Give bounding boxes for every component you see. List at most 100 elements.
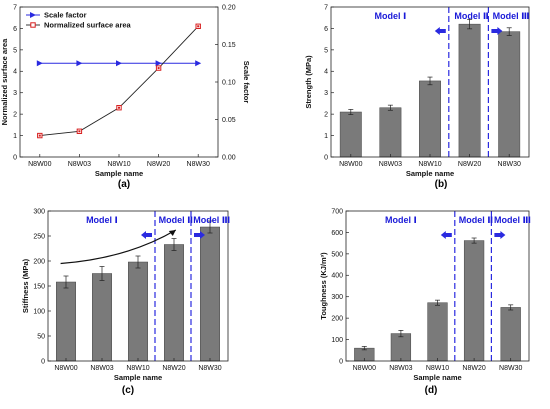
y-tick-label: 100 — [33, 308, 45, 315]
bar-N8W10 — [419, 80, 441, 158]
surface-area-point-core — [78, 130, 81, 133]
y-tick-label: 50 — [37, 333, 45, 340]
x-tick-label: N8W00 — [353, 365, 376, 372]
model-label-2: Model Ⅱ — [454, 11, 488, 21]
x-tick-label: N8W20 — [458, 161, 481, 168]
y-tick-label: 0 — [324, 154, 328, 161]
scale-factor-point — [116, 60, 122, 67]
x-tick-label: N8W30 — [198, 365, 221, 372]
x-tick-label: N8W30 — [187, 161, 210, 168]
y-tick-label: 5 — [13, 47, 17, 54]
y-tick-label: 400 — [331, 273, 343, 280]
right-y-tick-label: 0.05 — [222, 117, 236, 124]
panel-letter: (c) — [122, 385, 134, 396]
y-tick-label: 1 — [13, 133, 17, 140]
x-tick-label: N8W20 — [462, 365, 485, 372]
model-label-1: Model Ⅰ — [374, 11, 406, 21]
y-tick-label: 7 — [13, 4, 17, 11]
bar-N8W20 — [164, 244, 184, 362]
bar-N8W30 — [500, 307, 521, 362]
scale-factor-point — [36, 60, 43, 67]
chart-panel-a: 0 1 2 3 4 5 6 7 N8W00 N8W03 N8W10 N8W20 N8W30 Sample … — [0, 4, 251, 190]
right-y-tick-label: 0.20 — [222, 4, 236, 11]
x-tick-label: N8W10 — [418, 161, 441, 168]
right-y-tick-label: 0.15 — [222, 42, 236, 49]
chart-panel-b: 0 1 2 3 4 5 6 7 N8W00 N8W03 N8W10 N8W20 N8W30 Sample … — [304, 4, 530, 190]
surface-area-point-core — [38, 134, 41, 137]
y-axis-label: Strength (MPa) — [304, 55, 313, 109]
bar-N8W00 — [56, 281, 76, 362]
model-arrow-left — [434, 27, 446, 35]
y-tick-label: 500 — [331, 251, 343, 258]
y-tick-label: 300 — [33, 208, 45, 215]
bar-N8W03 — [390, 333, 412, 362]
legend-label-scale-factor: Scale factor — [44, 11, 87, 20]
bar-N8W03 — [92, 273, 112, 362]
model-label-3: Model Ⅲ — [193, 215, 230, 225]
model-arrow-right — [194, 231, 205, 239]
legend-scale-marker — [30, 12, 36, 18]
scale-factor-point — [195, 60, 202, 67]
x-axis-label: Sample name — [413, 373, 461, 382]
y-tick-label: 0 — [339, 358, 343, 365]
legend-label-surface-area: Normalized surface area — [44, 21, 132, 30]
panel-letter: (b) — [435, 179, 448, 190]
model-arrow-right — [494, 231, 506, 239]
x-tick-label: N8W30 — [499, 365, 522, 372]
y-tick-label: 0 — [13, 154, 17, 161]
right-y-tick-label: 0.10 — [222, 79, 236, 86]
y-tick-label: 150 — [33, 283, 45, 290]
model-arrow-left — [440, 231, 452, 239]
x-tick-label: N8W20 — [162, 365, 185, 372]
x-axis-label: Sample name — [95, 169, 143, 178]
right-y-tick-label: 0.00 — [222, 154, 236, 161]
x-tick-label: N8W03 — [389, 365, 412, 372]
y-tick-label: 200 — [33, 258, 45, 265]
x-tick-label: N8W10 — [126, 365, 149, 372]
x-tick-label: N8W03 — [379, 161, 402, 168]
y-axis-label: Toughness (KJ/m³) — [319, 252, 328, 320]
bar-N8W20 — [458, 23, 481, 158]
bar-N8W10 — [427, 302, 448, 362]
model-label-2: Model Ⅱ — [159, 215, 193, 225]
bar-N8W30 — [200, 226, 220, 362]
trend-arrow — [60, 229, 177, 265]
y-tick-label: 4 — [324, 69, 328, 76]
model-label-3: Model Ⅲ — [494, 215, 531, 225]
y-tick-label: 2 — [324, 112, 328, 119]
bar-N8W20 — [463, 240, 485, 362]
panel-letter: (a) — [118, 179, 130, 190]
panel-letter: (d) — [425, 385, 438, 396]
bar-N8W30 — [498, 31, 521, 158]
bar-N8W03 — [379, 107, 402, 158]
legend-area-marker — [30, 22, 36, 28]
surface-area-point-core — [197, 25, 200, 28]
y-tick-label: 6 — [324, 26, 328, 33]
y-tick-label: 700 — [331, 208, 343, 215]
x-tick-label: N8W00 — [28, 161, 51, 168]
model-label-1: Model Ⅰ — [86, 215, 118, 225]
trend-arrow-head — [168, 230, 176, 236]
y-tick-label: 2 — [13, 112, 17, 119]
y-tick-label: 3 — [324, 90, 328, 97]
x-tick-label: N8W00 — [54, 365, 77, 372]
scale-factor-point — [76, 60, 83, 67]
chart-panel-c: 0 50 100 150 200 250 300 N8W00 N8W03 N8W10 N8W20 N8… — [21, 208, 230, 396]
x-axis-label: Sample name — [406, 169, 454, 178]
chart-panel-d: 0 100 200 300 400 500 600 700 N8W00 N8W03 N8W10 N8W… — [319, 208, 531, 396]
y-axis-label: Stiffness (MPa) — [21, 258, 30, 313]
y-tick-label: 3 — [13, 90, 17, 97]
y-tick-label: 7 — [324, 4, 328, 11]
x-tick-label: N8W00 — [339, 161, 362, 168]
y-tick-label: 4 — [13, 69, 17, 76]
x-axis-label: Sample name — [114, 373, 162, 382]
model-label-3: Model Ⅲ — [493, 11, 530, 21]
y-tick-label: 250 — [33, 233, 45, 240]
x-tick-label: N8W30 — [498, 161, 521, 168]
y-tick-label: 0 — [41, 358, 45, 365]
x-tick-label: N8W20 — [147, 161, 170, 168]
model-label-1: Model Ⅰ — [385, 215, 417, 225]
y-tick-label: 1 — [324, 133, 328, 140]
